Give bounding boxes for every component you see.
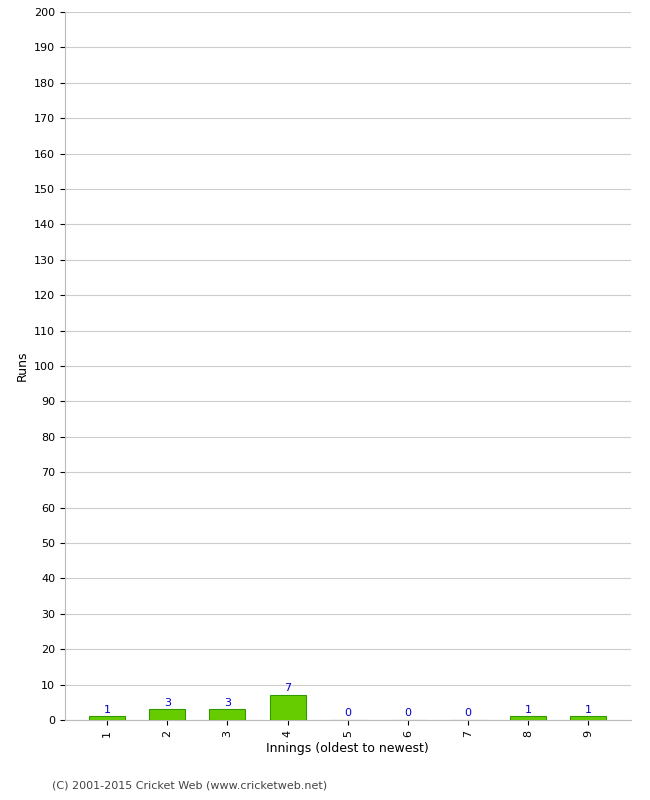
Y-axis label: Runs: Runs [16, 350, 29, 382]
Bar [510, 717, 546, 720]
Text: 7: 7 [284, 683, 291, 694]
Text: 0: 0 [465, 708, 471, 718]
Text: (C) 2001-2015 Cricket Web (www.cricketweb.net): (C) 2001-2015 Cricket Web (www.cricketwe… [52, 781, 327, 790]
Text: 1: 1 [103, 705, 111, 714]
Text: 3: 3 [224, 698, 231, 708]
Bar [570, 717, 606, 720]
X-axis label: Innings (oldest to newest): Innings (oldest to newest) [266, 742, 429, 755]
Bar [89, 717, 125, 720]
Text: 0: 0 [404, 708, 411, 718]
Bar [150, 710, 185, 720]
Bar [209, 710, 246, 720]
Text: 0: 0 [344, 708, 351, 718]
Text: 1: 1 [525, 705, 532, 714]
Text: 1: 1 [585, 705, 592, 714]
Text: 3: 3 [164, 698, 171, 708]
Bar [270, 695, 306, 720]
